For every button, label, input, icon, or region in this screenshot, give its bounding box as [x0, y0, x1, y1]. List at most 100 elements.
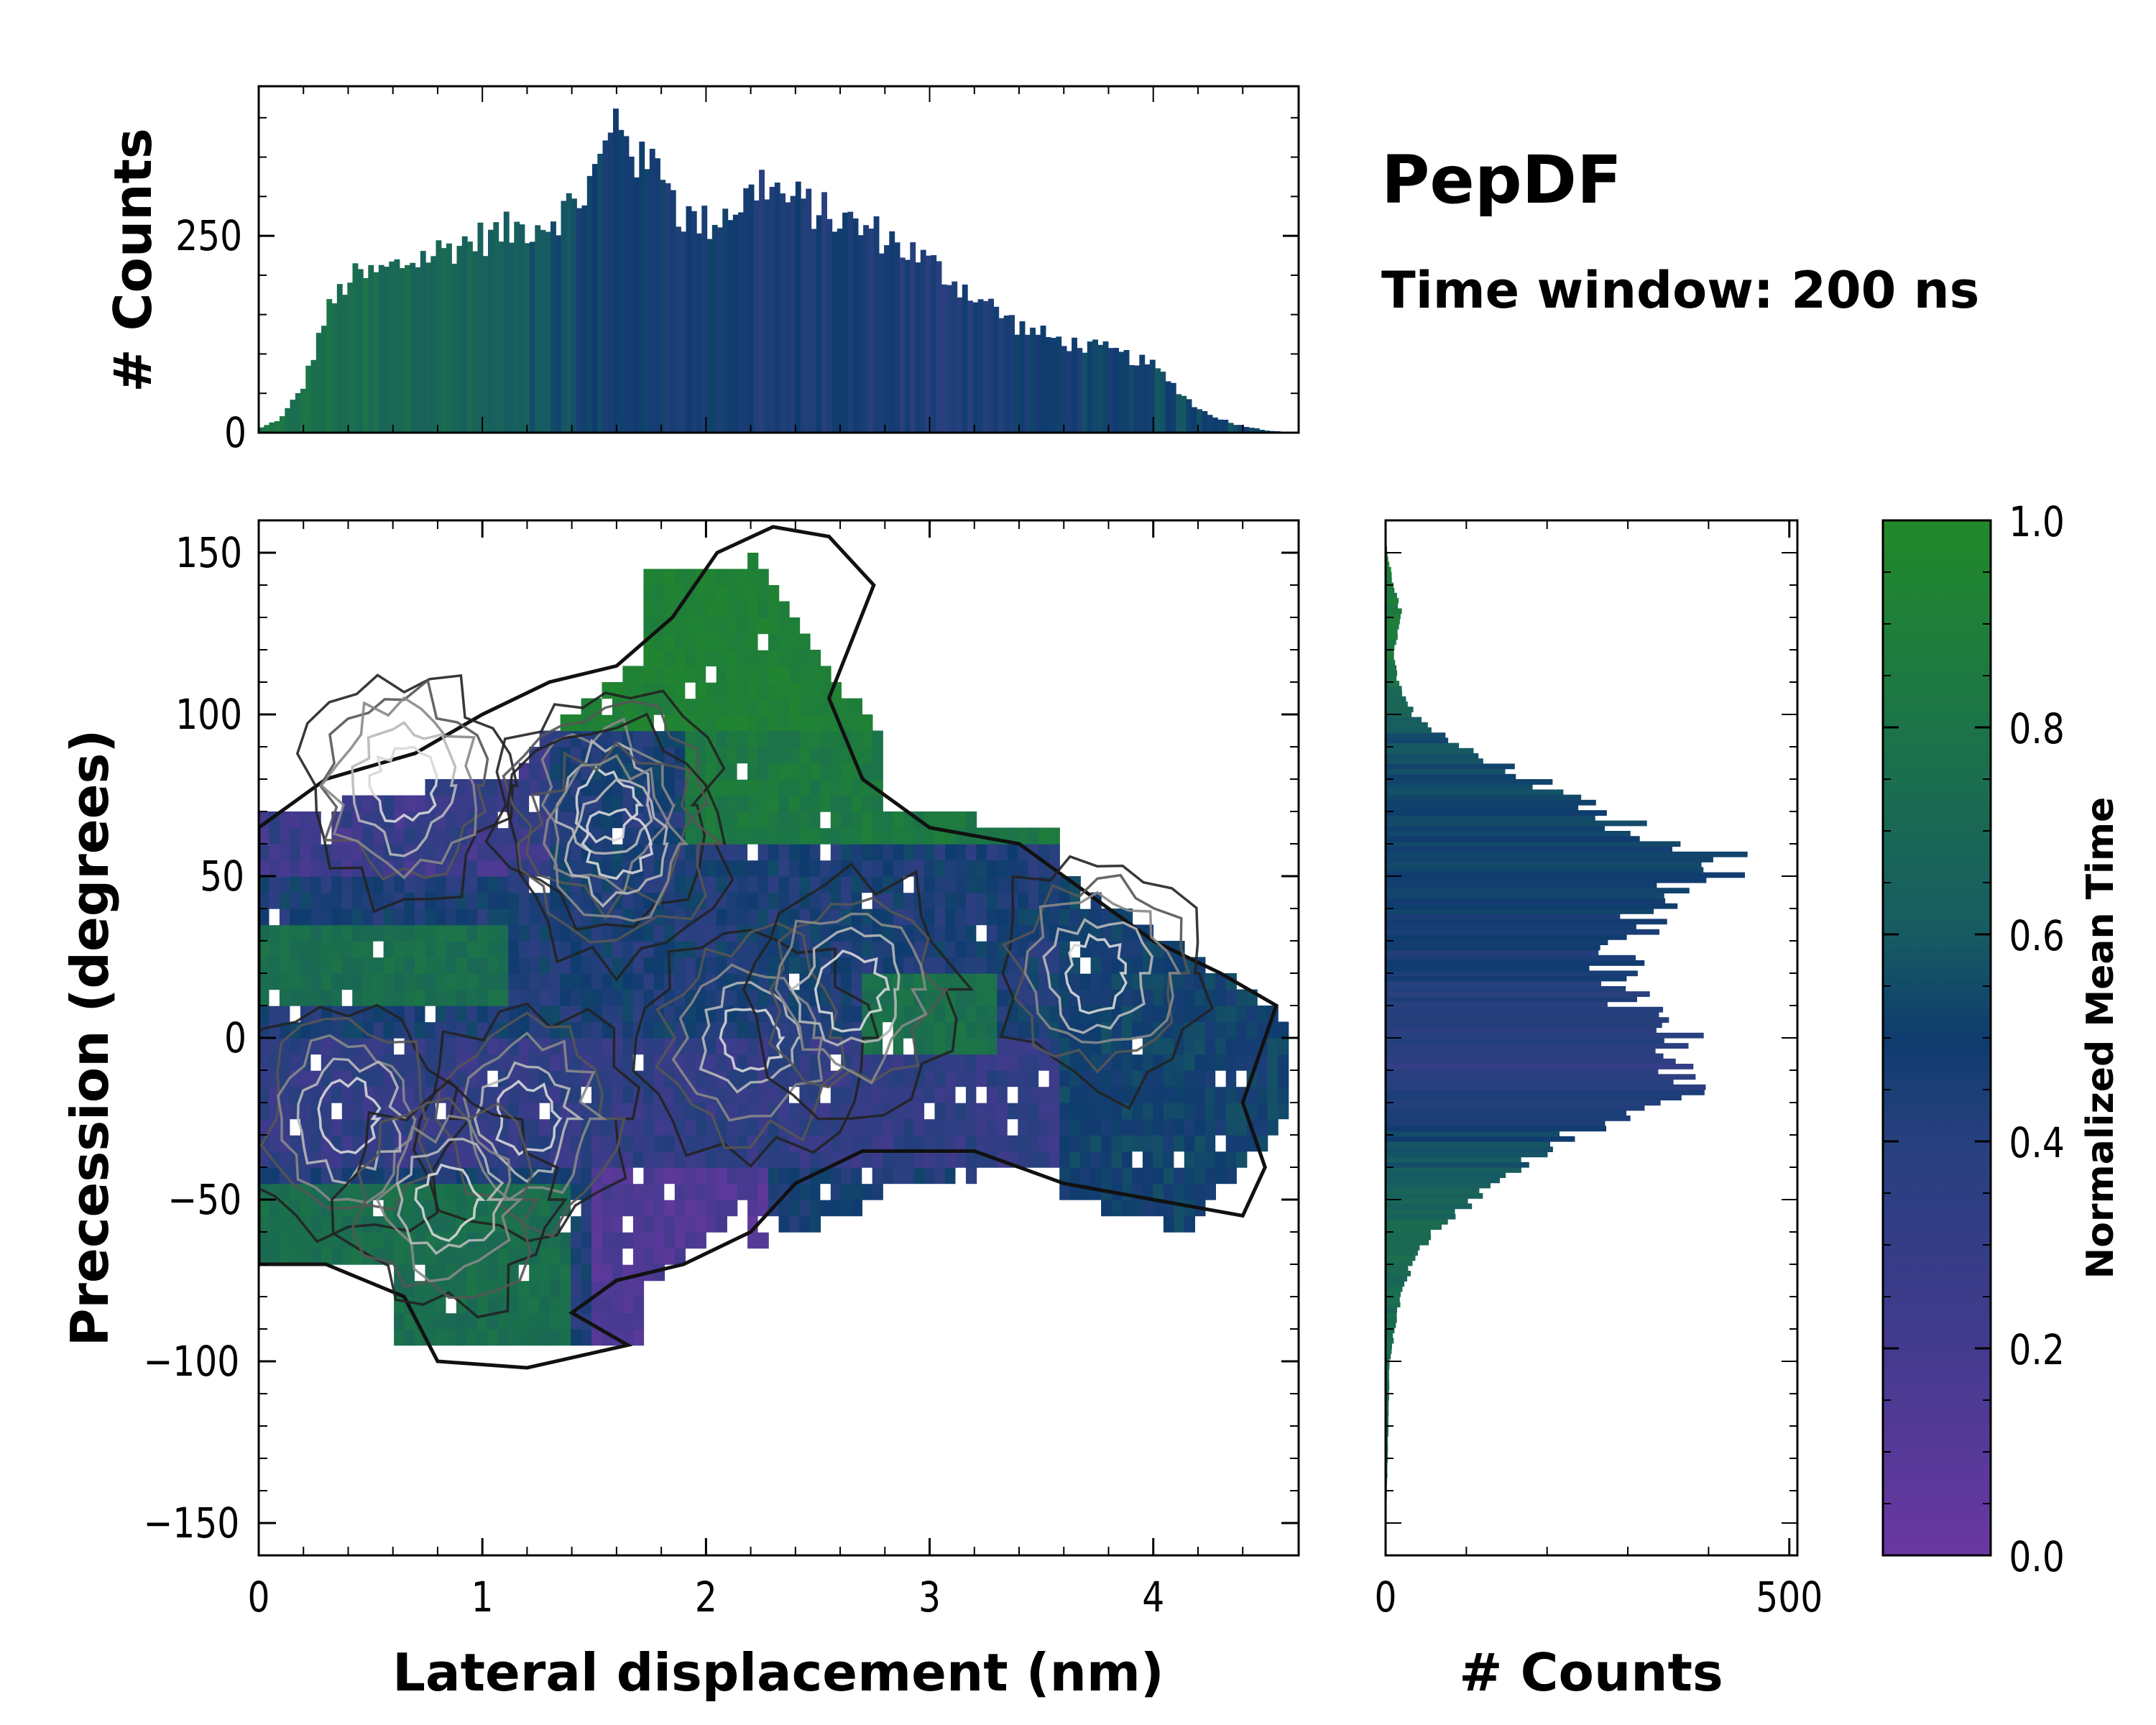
heatmap-cell [550, 1006, 561, 1023]
right-histogram-bar [1386, 1452, 1388, 1458]
heatmap-cell [643, 569, 655, 586]
heatmap-cell [1111, 1103, 1123, 1120]
heatmap-cell [1059, 908, 1071, 926]
heatmap-cell [1257, 1086, 1268, 1103]
heatmap-cell [674, 763, 686, 780]
heatmap-cell [945, 908, 957, 926]
heatmap-cell [1194, 1151, 1206, 1168]
heatmap-cell [1246, 1038, 1258, 1055]
heatmap-cell [1069, 973, 1081, 990]
heatmap-cell [862, 1118, 873, 1136]
heatmap-cell [1236, 1006, 1248, 1023]
heatmap-cell [976, 941, 987, 958]
heatmap-cell [727, 1151, 738, 1168]
heatmap-cell [820, 1086, 831, 1103]
heatmap-cell [341, 1086, 353, 1103]
heatmap-cell [476, 957, 489, 974]
right-histogram-bar [1386, 1260, 1413, 1266]
heatmap-cell [757, 714, 769, 732]
top-histogram-bar [738, 212, 744, 433]
right-histogram-bar [1386, 1110, 1627, 1116]
heatmap-cell [737, 585, 748, 602]
heatmap-cell [1049, 1054, 1060, 1071]
heatmap-cell [1215, 1086, 1227, 1103]
heatmap-cell [1278, 1086, 1289, 1103]
heatmap-cell [560, 1183, 571, 1200]
heatmap-cell [747, 908, 759, 926]
heatmap-cell [945, 892, 957, 909]
heatmap-cell [269, 1167, 280, 1184]
heatmap-cell [778, 1183, 790, 1200]
heatmap-cell [997, 1070, 1008, 1087]
heatmap-cell [341, 892, 353, 909]
heatmap-cell [466, 1312, 478, 1330]
heatmap-cell [300, 1167, 312, 1184]
heatmap-cell [1163, 1103, 1175, 1120]
heatmap-cell [706, 1086, 717, 1103]
top-histogram-bar [556, 235, 562, 433]
heatmap-cell [685, 1232, 696, 1249]
heatmap-cell [862, 973, 873, 990]
heatmap-cell [778, 682, 790, 699]
heatmap-cell [446, 1118, 457, 1136]
heatmap-cell [602, 1070, 613, 1087]
heatmap-cell [934, 1118, 946, 1136]
heatmap-cell [706, 1200, 717, 1217]
heatmap-cell [487, 892, 499, 909]
heatmap-cell [716, 1086, 727, 1103]
heatmap-cell [373, 1070, 384, 1087]
heatmap-cell [290, 827, 301, 845]
heatmap-cell [1049, 1118, 1060, 1136]
heatmap-contour [563, 778, 669, 908]
heatmap-cell [727, 747, 738, 764]
heatmap-cell [497, 1248, 509, 1265]
heatmap-cell [799, 924, 811, 942]
heatmap-cell [466, 1086, 478, 1103]
heatmap-cell [404, 941, 415, 958]
heatmap-cell [1018, 941, 1029, 958]
top-histogram-bar [618, 129, 625, 433]
heatmap-cell [789, 779, 801, 796]
top-histogram-bar [467, 242, 473, 433]
heatmap-cell [539, 973, 550, 990]
right-histogram-bar [1386, 1219, 1448, 1225]
heatmap-cell [799, 844, 811, 861]
heatmap-cell [747, 811, 759, 829]
heatmap-cell [737, 714, 748, 732]
heatmap-cell [466, 924, 478, 942]
heatmap-cell [383, 795, 395, 812]
heatmap-cell [789, 1006, 801, 1023]
heatmap-cell [321, 1215, 332, 1233]
heatmap-cell [446, 941, 457, 958]
heatmap-cell [924, 1167, 936, 1184]
top-histogram-bar [982, 300, 989, 433]
heatmap-cell [664, 633, 676, 650]
heatmap-cell [986, 973, 998, 990]
heatmap-cell [737, 1135, 748, 1152]
heatmap-cell [436, 1006, 447, 1023]
heatmap-cell [757, 795, 769, 812]
heatmap-contour [540, 717, 676, 896]
heatmap-cell [487, 876, 499, 893]
heatmap-cell [820, 730, 831, 748]
heatmap-cell [716, 908, 727, 926]
heatmap-cell [695, 650, 706, 667]
heatmap-cell [1101, 973, 1112, 990]
heatmap-cell [727, 989, 738, 1006]
heatmap-cell [632, 1200, 645, 1217]
heatmap-cell [487, 1038, 499, 1055]
heatmap-cell [674, 1103, 686, 1120]
top-histogram-bar [363, 277, 369, 433]
heatmap-cell [1132, 1135, 1143, 1152]
heatmap-cell [321, 1070, 332, 1087]
heatmap-cell [872, 763, 883, 780]
heatmap-cell [1028, 876, 1039, 893]
heatmap-cell [415, 1232, 426, 1249]
heatmap-cell [550, 1264, 561, 1282]
heatmap-cell [986, 1054, 998, 1071]
heatmap-cell [415, 924, 426, 942]
heatmap-cell [851, 1200, 862, 1217]
heatmap-cell [966, 957, 977, 974]
heatmap-cell [1049, 973, 1060, 990]
heatmap-cell [653, 666, 665, 683]
